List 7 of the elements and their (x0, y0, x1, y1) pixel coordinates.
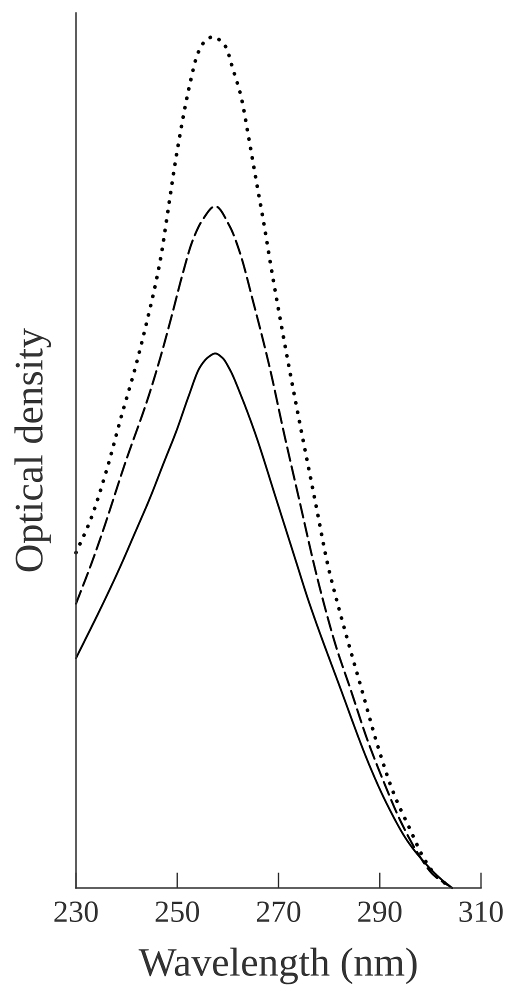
x-tick-label: 290 (358, 901, 402, 922)
x-tick-label: 270 (256, 901, 300, 922)
y-axis-title: Optical density (14, 328, 51, 572)
x-axis-title: Wavelength (nm) (138, 948, 417, 984)
x-tick-label: 230 (54, 901, 98, 922)
x-tick-label: 250 (156, 901, 199, 922)
x-tick-label: 310 (460, 901, 503, 922)
